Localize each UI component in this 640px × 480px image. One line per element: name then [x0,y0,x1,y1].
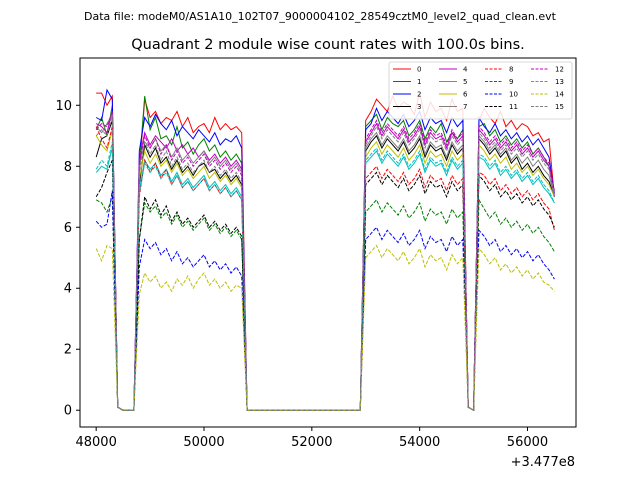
series-line-4 [95,111,555,412]
legend-label-12: 12 [555,66,564,74]
y-tick-label: 2 [64,343,72,358]
series-line-8 [95,126,555,412]
legend-label-10: 10 [509,91,518,99]
x-tick-label: 50000 [183,435,224,450]
series-line-10 [95,190,555,412]
y-tick-label: 8 [64,160,72,175]
plot-area [79,57,577,428]
series-line-12 [95,111,555,412]
x-tick-label: 56000 [507,435,548,450]
legend-label-8: 8 [509,66,513,74]
x-axis-offset-label: +3.477e8 [511,455,575,470]
x-axis: 48000 50000 52000 54000 56000 [75,427,548,450]
series-line-14 [95,244,555,412]
legend-label-2: 2 [417,91,421,99]
series-line-15 [95,114,555,412]
y-axis: 0 2 4 6 8 10 [55,99,80,419]
y-tick-label: 4 [64,282,72,297]
y-tick-label: 0 [64,404,72,419]
y-tick-label: 10 [55,99,72,114]
chart-title: Quadrant 2 module wise count rates with … [131,37,525,53]
legend-label-7: 7 [463,103,467,111]
legend-label-5: 5 [463,78,467,86]
legend-label-1: 1 [417,78,421,86]
legend-label-11: 11 [509,103,518,111]
legend-label-4: 4 [463,66,468,74]
series-line-3 [95,120,555,412]
legend-label-13: 13 [555,78,564,86]
series-line-13 [95,141,555,412]
series-layer [95,88,555,412]
chart-suptitle: Data file: modeM0/AS1A10_102T07_90000041… [84,10,557,23]
legend-box [388,61,573,120]
x-tick-label: 52000 [291,435,332,450]
series-line-11 [95,160,555,412]
legend-label-6: 6 [463,91,468,99]
series-line-5 [95,147,555,412]
legend-label-3: 3 [417,103,421,111]
x-tick-label: 54000 [399,435,440,450]
legend-label-14: 14 [555,91,564,99]
legend-label-9: 9 [509,78,513,86]
y-tick-label: 6 [64,221,72,236]
legend-label-15: 15 [555,103,564,111]
x-tick-label: 48000 [75,435,116,450]
legend-label-0: 0 [417,66,421,74]
series-line-1 [95,96,555,412]
series-line-9 [95,196,555,412]
